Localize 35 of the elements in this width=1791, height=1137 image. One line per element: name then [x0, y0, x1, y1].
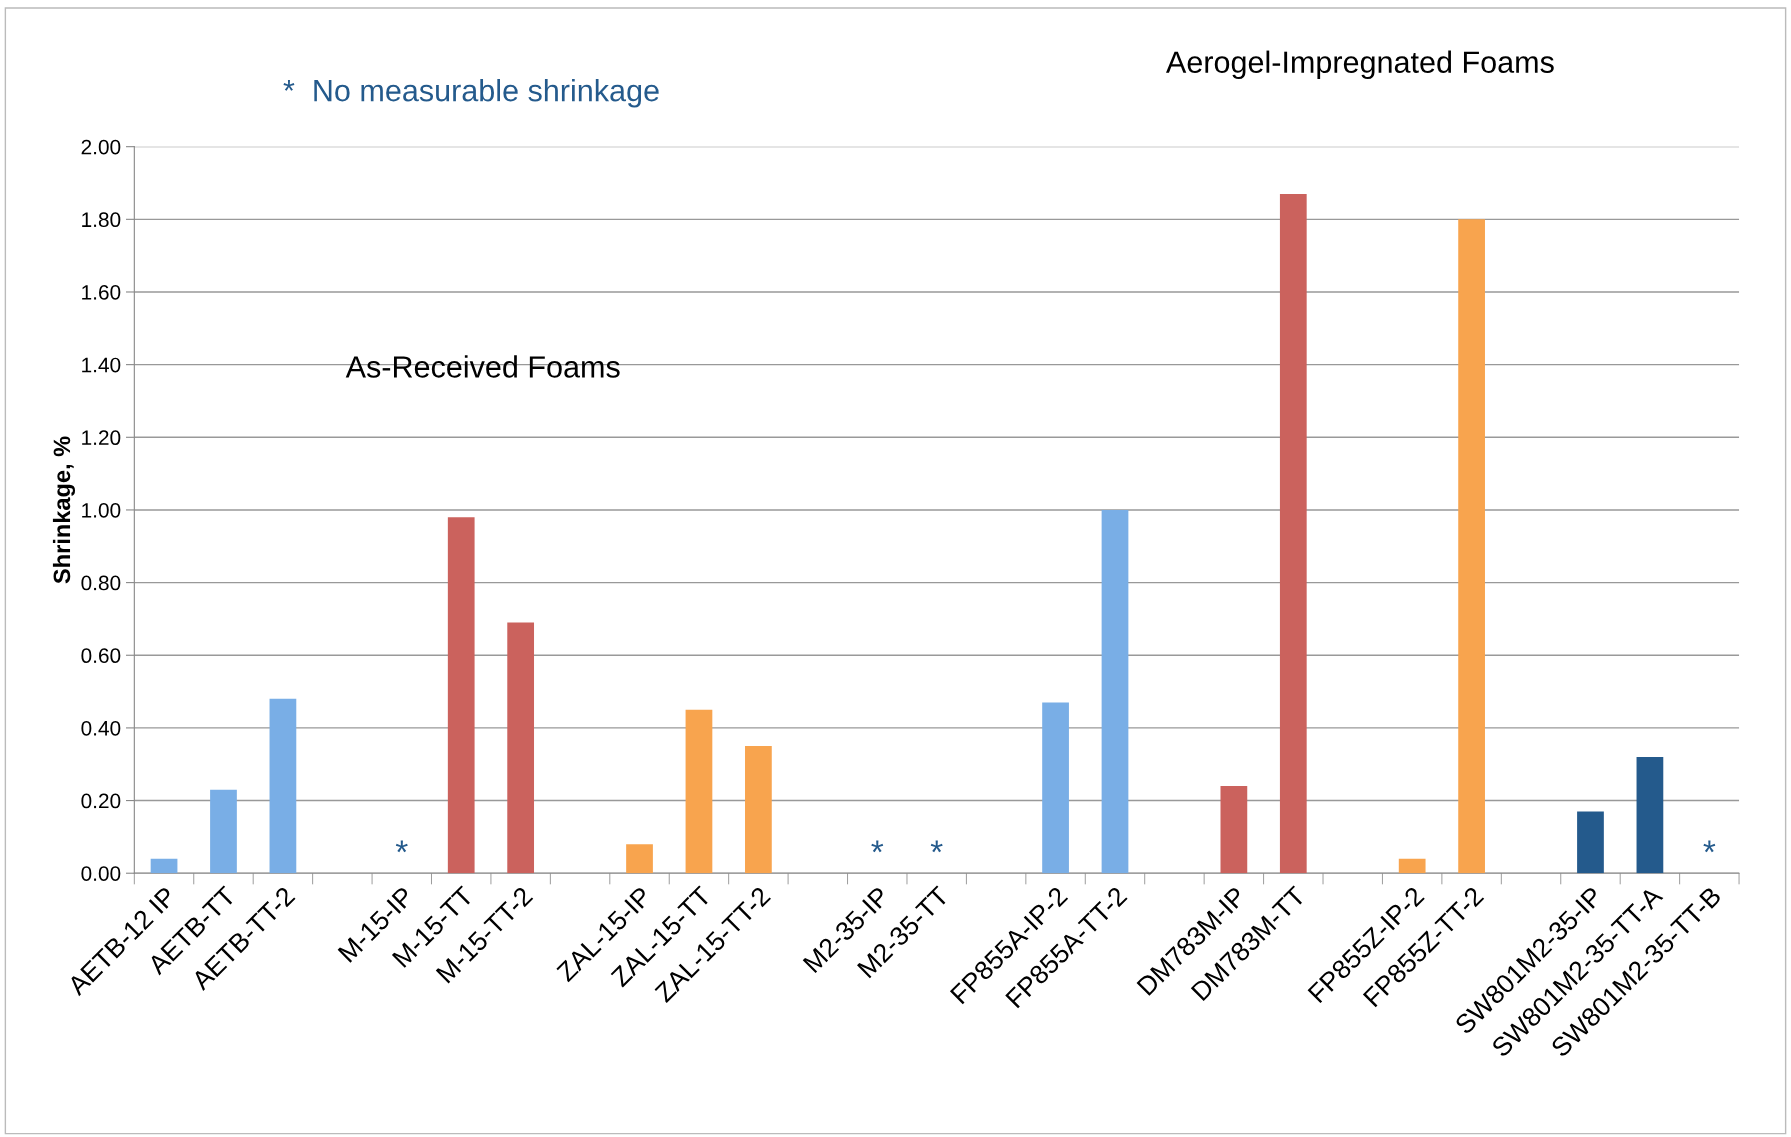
y-tick-label: 1.80: [82, 212, 121, 228]
y-tick-label: 0.20: [81, 793, 121, 809]
bar: [1636, 756, 1664, 874]
y-tick-label: 0.80: [81, 575, 121, 591]
text: * No measurable shrinkage: [283, 78, 659, 108]
y-tick-label: 1.00: [82, 502, 121, 518]
bar: [685, 709, 713, 874]
annotation: As-Received Foams: [345, 355, 620, 378]
y-tick-label: 1.60: [82, 284, 121, 300]
bar: [626, 844, 653, 874]
annotation: *: [930, 840, 943, 853]
bar: [1042, 702, 1069, 874]
y-tick-label: 2.00: [81, 139, 121, 155]
text: Aerogel-Impregnated Foams: [1166, 50, 1554, 80]
y-tick-label: 1.40: [82, 357, 121, 373]
annotation: *: [871, 840, 884, 853]
bar: [1577, 811, 1604, 874]
y-tick-label: 1.20: [82, 430, 121, 446]
bar: [150, 858, 178, 874]
bar: [269, 698, 297, 874]
annotation: *: [1703, 840, 1716, 853]
bar: [745, 746, 772, 874]
bar: [1458, 219, 1485, 874]
bar: [507, 622, 535, 874]
bar: [1101, 509, 1129, 874]
bar: [1279, 193, 1307, 874]
bar: [210, 789, 237, 874]
y-tick-label: 0.00: [81, 866, 121, 881]
bar: [1398, 858, 1426, 874]
bar: [1220, 786, 1248, 874]
y-tick-label: 0.60: [81, 648, 121, 664]
bar: [447, 517, 475, 874]
y-tick-label: 0.40: [81, 720, 121, 736]
y-axis-title: Shrinkage, %: [52, 436, 76, 584]
annotation: *: [395, 840, 408, 853]
